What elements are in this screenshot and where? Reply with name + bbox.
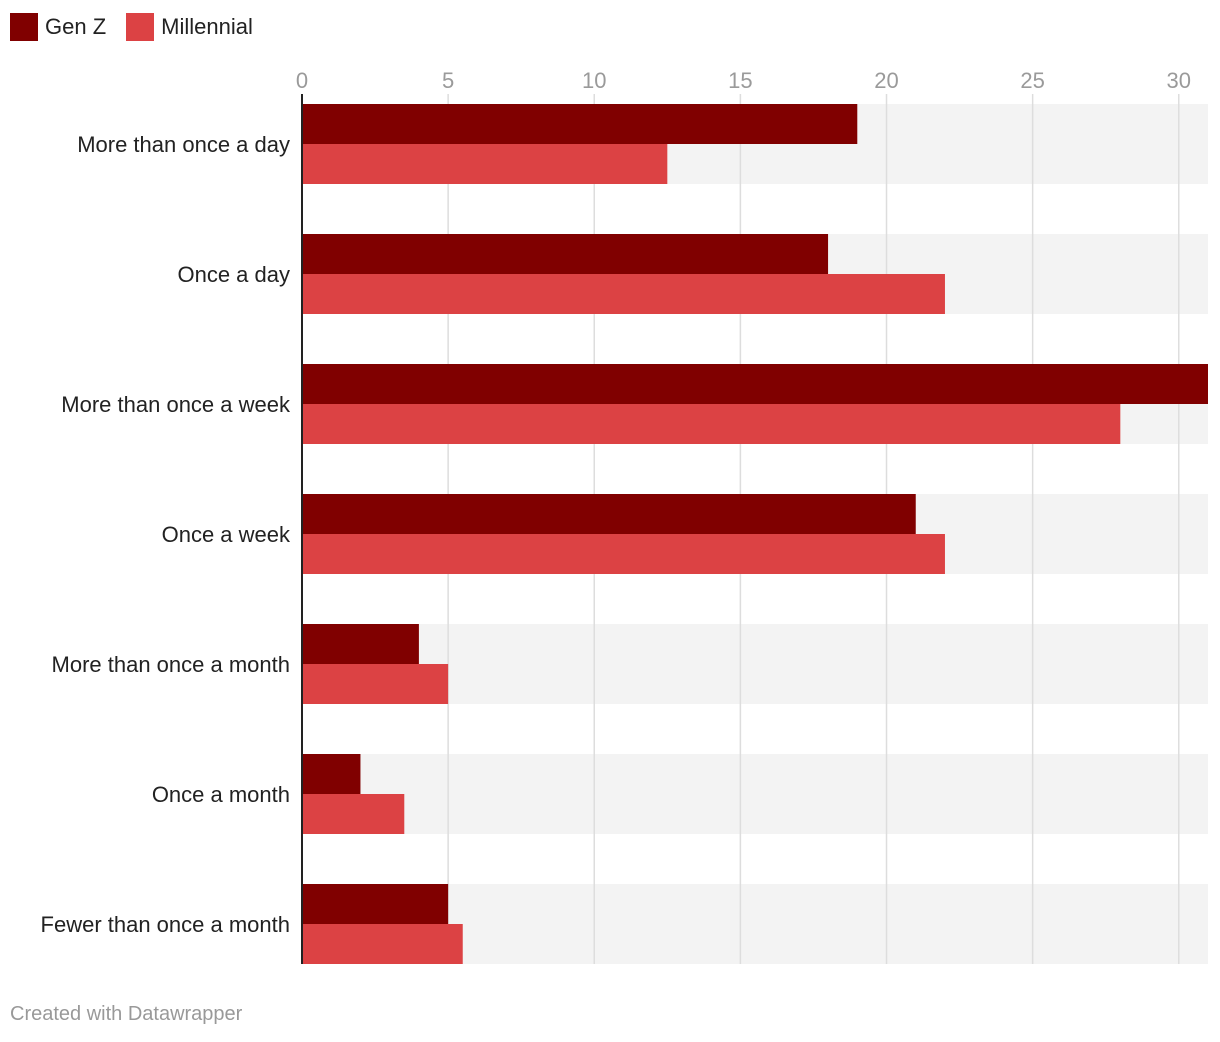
bar-millennial-more-than-once-a-month [302, 664, 449, 704]
row-band-once-a-month [302, 754, 1208, 834]
bar-chart: 0 5 10 15 20 25 30 More than once a day Once a d… [41, 68, 1208, 964]
row-band-more-than-once-a-month [302, 624, 1208, 704]
x-tick-label-0: 0 [296, 68, 308, 93]
bar-millennial-once-a-day [302, 274, 945, 314]
legend: Gen Z Millennial [10, 12, 273, 42]
bar-gen-z-once-a-week [302, 494, 916, 534]
x-tick-label-30: 30 [1167, 68, 1191, 93]
bar-gen-z-once-a-month [302, 754, 361, 794]
x-tick-label-10: 10 [582, 68, 606, 93]
footer-credit: Created with Datawrapper [10, 1003, 243, 1025]
legend-item-gen-z: Gen Z [10, 13, 106, 41]
bar-gen-z-more-than-once-a-month [302, 624, 419, 664]
category-label-once-a-day: Once a day [177, 262, 290, 287]
bar-gen-z-once-a-day [302, 234, 829, 274]
category-label-more-than-once-a-week: More than once a week [61, 392, 291, 417]
bar-millennial-more-than-once-a-day [302, 144, 668, 184]
bar-gen-z-more-than-once-a-day [302, 104, 858, 144]
category-label-once-a-week: Once a week [162, 522, 291, 547]
legend-item-millennial: Millennial [126, 13, 253, 41]
legend-swatch-gen-z [10, 13, 38, 41]
bar-gen-z-fewer-than-once-a-month [302, 884, 449, 924]
category-label-more-than-once-a-day: More than once a day [77, 132, 290, 157]
bar-millennial-once-a-week [302, 534, 945, 574]
x-tick-label-15: 15 [728, 68, 752, 93]
x-tick-label-20: 20 [874, 68, 898, 93]
legend-swatch-millennial [126, 13, 155, 41]
category-label-fewer-than-once-a-month: Fewer than once a month [41, 912, 290, 937]
category-label-more-than-once-a-month: More than once a month [52, 652, 290, 677]
legend-label-millennial: Millennial [161, 14, 253, 39]
x-tick-label-5: 5 [442, 68, 454, 93]
bar-millennial-more-than-once-a-week [302, 404, 1121, 444]
x-tick-label-25: 25 [1020, 68, 1044, 93]
legend-label-gen-z: Gen Z [45, 14, 107, 39]
category-label-once-a-month: Once a month [152, 782, 290, 807]
bar-millennial-once-a-month [302, 794, 405, 834]
bar-gen-z-more-than-once-a-week [302, 364, 1208, 404]
bar-millennial-fewer-than-once-a-month [302, 924, 463, 964]
